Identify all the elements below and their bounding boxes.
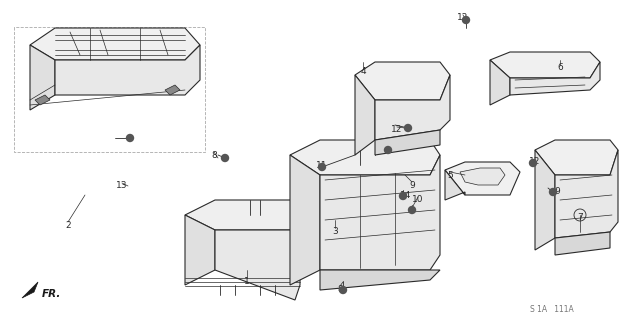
Text: S 1A   111A: S 1A 111A bbox=[530, 306, 574, 315]
Text: 7: 7 bbox=[577, 213, 583, 222]
Circle shape bbox=[319, 164, 326, 170]
Text: 8: 8 bbox=[337, 285, 343, 293]
Polygon shape bbox=[22, 282, 38, 298]
Polygon shape bbox=[460, 168, 505, 185]
Text: 12: 12 bbox=[391, 125, 403, 135]
Circle shape bbox=[550, 189, 557, 196]
Polygon shape bbox=[375, 130, 440, 155]
Text: 12: 12 bbox=[529, 158, 541, 167]
Polygon shape bbox=[490, 60, 510, 105]
Polygon shape bbox=[535, 140, 618, 175]
Polygon shape bbox=[510, 62, 600, 95]
Text: 4: 4 bbox=[360, 68, 366, 77]
Text: FR.: FR. bbox=[42, 289, 61, 299]
Circle shape bbox=[339, 286, 346, 293]
Text: 14: 14 bbox=[400, 191, 412, 201]
Polygon shape bbox=[445, 162, 520, 195]
Polygon shape bbox=[375, 75, 450, 140]
Text: 11: 11 bbox=[316, 160, 328, 169]
Polygon shape bbox=[35, 95, 50, 105]
Polygon shape bbox=[55, 45, 200, 95]
Text: 12: 12 bbox=[458, 13, 468, 23]
Text: 9: 9 bbox=[554, 188, 560, 197]
Text: 6: 6 bbox=[557, 63, 563, 72]
Polygon shape bbox=[185, 215, 215, 285]
Polygon shape bbox=[30, 45, 55, 110]
Circle shape bbox=[399, 192, 406, 199]
Circle shape bbox=[221, 154, 228, 161]
Polygon shape bbox=[490, 52, 600, 78]
Polygon shape bbox=[290, 155, 320, 285]
Polygon shape bbox=[215, 215, 300, 300]
Text: 2: 2 bbox=[65, 220, 71, 229]
Circle shape bbox=[529, 160, 536, 167]
Polygon shape bbox=[355, 75, 375, 155]
Text: 9: 9 bbox=[409, 181, 415, 189]
Polygon shape bbox=[445, 170, 465, 200]
Circle shape bbox=[404, 124, 412, 131]
Polygon shape bbox=[535, 150, 555, 250]
Polygon shape bbox=[185, 200, 300, 230]
Circle shape bbox=[127, 135, 134, 142]
Text: 3: 3 bbox=[332, 227, 338, 236]
Text: 5: 5 bbox=[447, 170, 453, 180]
Text: 13: 13 bbox=[116, 182, 128, 190]
Text: 10: 10 bbox=[412, 196, 424, 204]
Circle shape bbox=[463, 17, 470, 24]
Polygon shape bbox=[290, 140, 440, 175]
Polygon shape bbox=[355, 62, 450, 100]
Polygon shape bbox=[320, 270, 440, 290]
Polygon shape bbox=[555, 150, 618, 238]
Text: 1: 1 bbox=[244, 278, 250, 286]
Circle shape bbox=[385, 146, 392, 153]
Polygon shape bbox=[30, 28, 200, 60]
Text: 8: 8 bbox=[211, 151, 217, 160]
Circle shape bbox=[408, 206, 415, 213]
Polygon shape bbox=[165, 85, 180, 95]
Polygon shape bbox=[555, 232, 610, 255]
Polygon shape bbox=[320, 155, 440, 270]
